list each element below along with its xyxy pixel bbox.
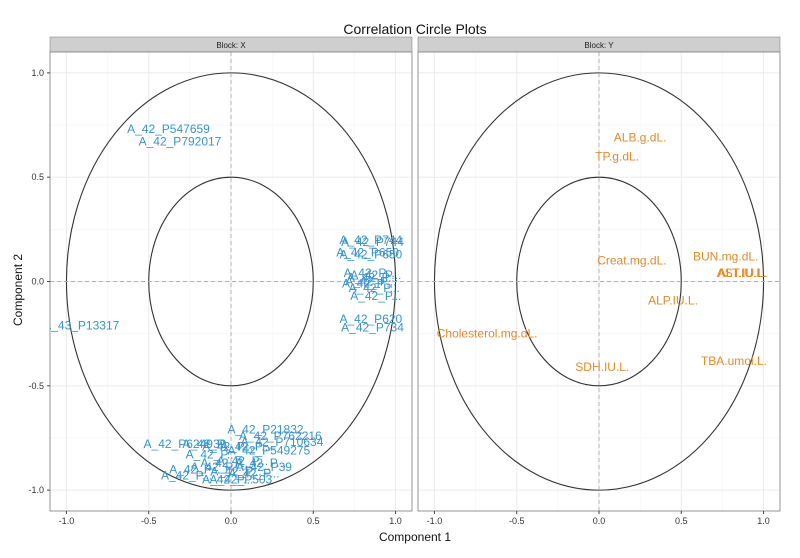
variable-label: A_42_P...: [210, 464, 261, 478]
variable-label: A_42_P...: [169, 462, 220, 476]
variable-label: Cholesterol.mg.dL.: [437, 327, 538, 341]
panel-y: Block: Y ALB.g.dL. TP.g.dL. Creat.mg.dL. BUN…: [417, 36, 781, 526]
x-tick-label: 0.0: [225, 516, 238, 526]
variable-label: ALT.IU.L.: [718, 266, 766, 280]
variable-label: A_42_P...: [350, 268, 401, 282]
chart-title: Correlation Circle Plots: [343, 21, 486, 37]
variable-label: A_42_P...: [349, 281, 400, 295]
panel-strip-label: Block: Y: [584, 41, 614, 50]
x-tick-label: -1.0: [59, 516, 75, 526]
x-tick-label: -0.5: [141, 516, 157, 526]
x-tick-label: 0.5: [675, 516, 688, 526]
variable-label: A_42_P792017: [139, 135, 222, 149]
variable-label: A_42_P503: [210, 473, 273, 487]
variable-label: SDH.IU.L.: [575, 360, 629, 374]
variable-label: A_43_P13317: [43, 318, 119, 332]
variable-label: AST.IU.L.: [717, 266, 768, 280]
variable-label: ALB.g.dL.: [614, 131, 667, 145]
variable-label: A_42_P...: [347, 270, 398, 284]
variable-label: A_42_P...: [342, 277, 393, 291]
x-tick-label: 1.0: [757, 516, 770, 526]
variable-label: A_42_P650: [336, 245, 399, 259]
y-tick-label: 1.0: [31, 68, 44, 78]
panel-strip-label: Block: X: [216, 41, 246, 50]
x-tick-label: -0.5: [509, 516, 525, 526]
variable-label: A_42_P21832: [228, 423, 304, 437]
variable-label: A_42_P620: [339, 312, 402, 326]
variable-label: A_42_P549275: [227, 443, 310, 457]
variable-label: A_42_P710634: [241, 435, 324, 449]
variable-label: ALP.IU.L.: [648, 293, 698, 307]
variable-label: A_42_P39: [236, 460, 292, 474]
variable-label: A_42_P744: [341, 235, 404, 249]
variable-label: A_42_P...: [344, 266, 395, 280]
variable-label: A_42_P762216: [239, 429, 322, 443]
variable-label: A_42_P...: [345, 275, 396, 289]
variable-label: A_42_P650: [339, 247, 402, 261]
y-tick-label: 0.0: [31, 277, 44, 287]
variable-label: A_42_P...: [182, 437, 233, 451]
variable-label: A_42_P...: [202, 439, 253, 453]
variable-label: A_42_P...: [235, 456, 286, 470]
variable-label: A_42_P...: [161, 469, 212, 483]
x-tick-label: -1.0: [427, 516, 443, 526]
x-axis-label: Component 1: [379, 530, 451, 544]
variable-label: A_42_P...: [191, 460, 242, 474]
variable-label: A_42_P...: [186, 448, 237, 462]
variable-label: A_42_P734: [341, 320, 404, 334]
variable-label: A_42_P547659: [127, 122, 210, 136]
x-tick-label: 0.0: [593, 516, 606, 526]
variable-label: A_42_P...: [220, 439, 271, 453]
x-tick-label: 0.5: [307, 516, 320, 526]
variable-label: A_42_P744: [339, 233, 402, 247]
variable-label: A_42_P...: [202, 473, 253, 487]
variable-labels: ALB.g.dL. TP.g.dL. Creat.mg.dL. BUN.mg.dL. A…: [437, 131, 768, 375]
variable-label: BUN.mg.dL.: [693, 249, 758, 263]
variable-label: A_42_P...: [350, 289, 401, 303]
variable-label: A_42_P...: [200, 456, 251, 470]
variable-label: A_42_P...: [228, 466, 279, 480]
variable-label: TBA.umol.L.: [701, 354, 767, 368]
y-axis-label: Component 2: [11, 254, 25, 326]
y-tick-label: -0.5: [28, 381, 44, 391]
variable-label: TP.g.dL.: [595, 149, 639, 163]
variable-label: Creat.mg.dL.: [597, 254, 666, 268]
variable-label: A_42_P...: [217, 454, 268, 468]
variable-label: A_42_P624939: [144, 437, 227, 451]
x-tick-label: 1.0: [389, 516, 402, 526]
y-tick-label: -1.0: [28, 485, 44, 495]
y-tick-label: 0.5: [31, 172, 44, 182]
